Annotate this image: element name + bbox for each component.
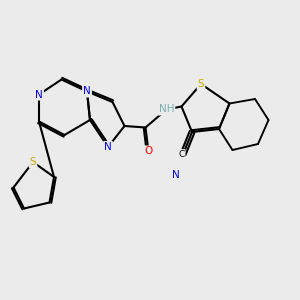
Text: NH: NH — [159, 104, 174, 115]
Text: S: S — [30, 157, 36, 167]
Text: O: O — [144, 146, 153, 157]
Text: N: N — [35, 89, 43, 100]
Text: N: N — [172, 170, 179, 181]
Text: N: N — [104, 142, 112, 152]
Text: N: N — [83, 86, 91, 97]
Text: C: C — [178, 150, 184, 159]
Text: S: S — [198, 79, 204, 89]
